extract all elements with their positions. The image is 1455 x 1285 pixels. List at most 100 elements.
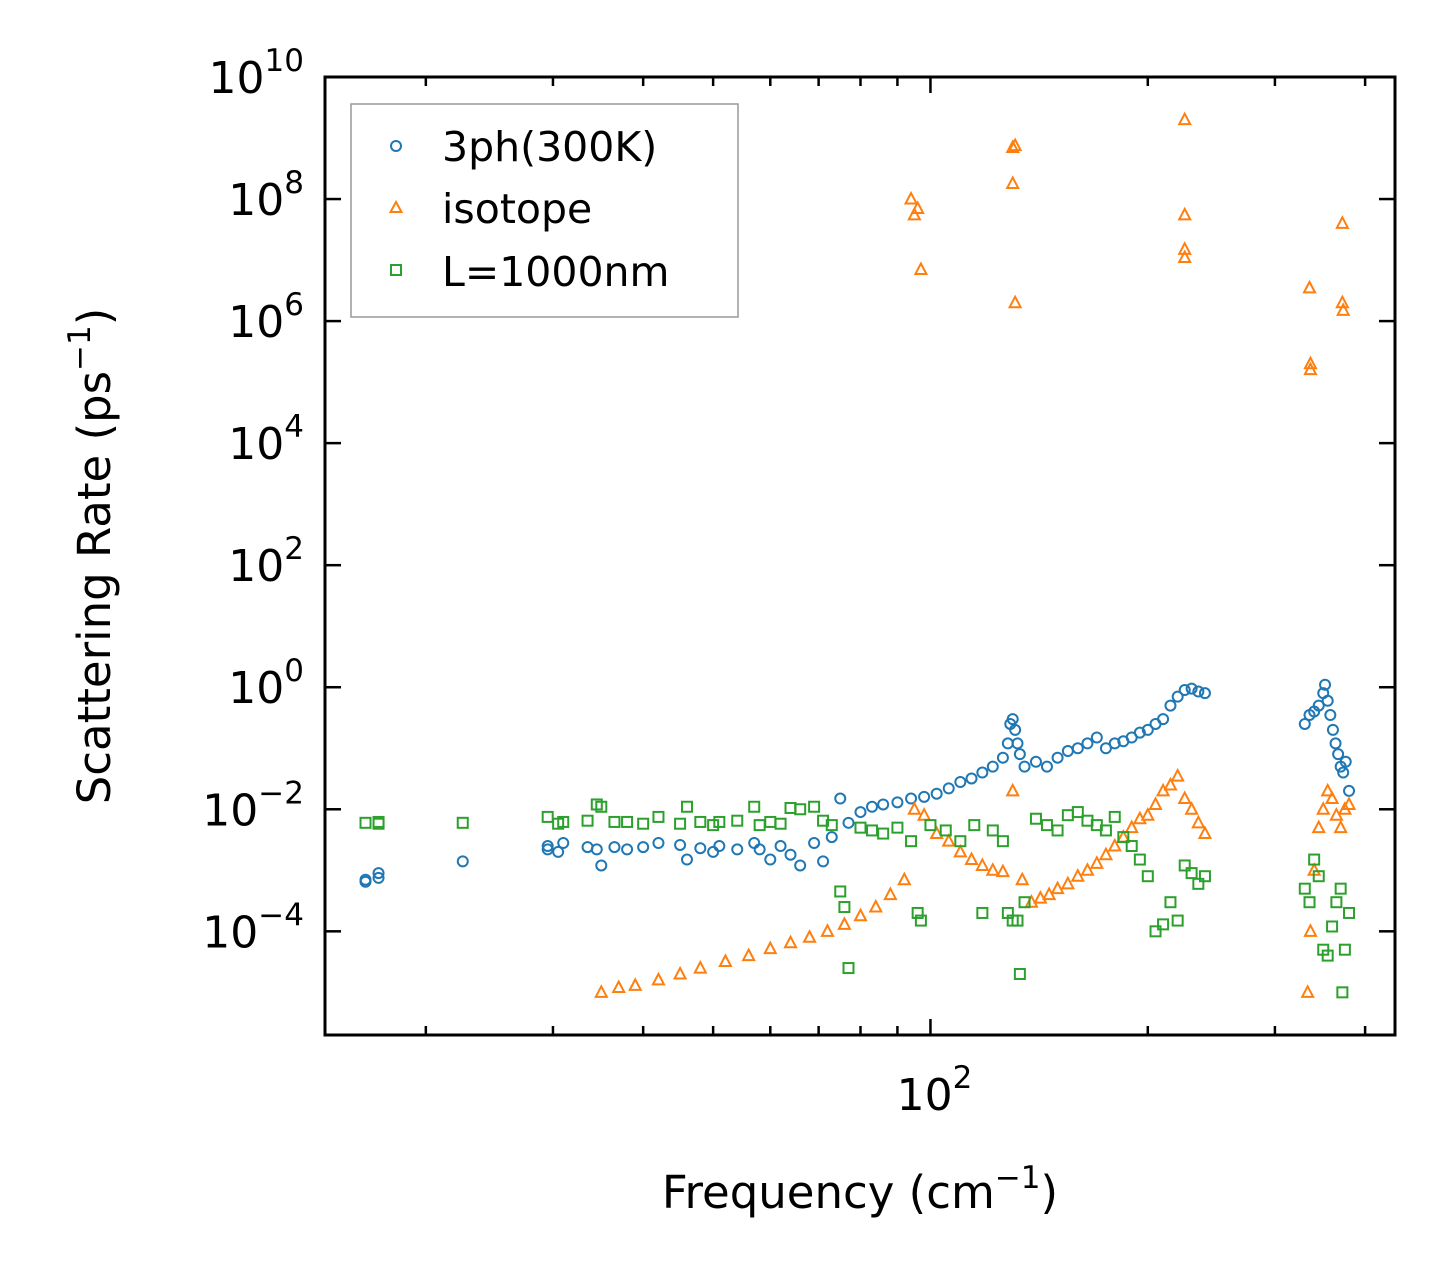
data-point: [1319, 678, 1332, 691]
data-point: [1324, 709, 1337, 722]
data-point: [916, 807, 932, 821]
data-point: [1326, 920, 1339, 933]
data-point: [1157, 713, 1170, 726]
data-point: [1157, 918, 1170, 931]
data-point: [1321, 949, 1334, 962]
data-point: [903, 190, 919, 205]
data-point: [1303, 896, 1316, 909]
data-point: [868, 898, 883, 913]
series-circle: [359, 678, 1356, 888]
data-point: [1337, 766, 1350, 779]
data-point: [1178, 859, 1191, 872]
data-point: [456, 855, 469, 868]
data-point: [1099, 824, 1112, 837]
data-point: [594, 984, 609, 998]
data-point: [731, 843, 744, 856]
data-point: [1060, 875, 1076, 890]
data-point: [1006, 713, 1019, 726]
data-point: [637, 841, 650, 854]
y-tick-label: 1010: [209, 43, 304, 104]
data-point: [1005, 175, 1020, 189]
data-point: [1177, 790, 1192, 805]
data-points: [359, 111, 1357, 999]
data-point: [1311, 819, 1326, 834]
data-point: [913, 261, 929, 276]
data-point: [1140, 807, 1155, 821]
data-point: [891, 796, 904, 809]
data-point: [1192, 685, 1205, 698]
data-point: [1141, 870, 1154, 883]
data-point: [995, 863, 1011, 878]
data-point: [1312, 870, 1325, 883]
legend-label-3ph: 3ph(300K): [442, 123, 657, 171]
legend-marker-3ph: [390, 140, 402, 152]
data-point: [1341, 796, 1357, 810]
data-point: [456, 816, 469, 829]
x-tick-label: 102: [897, 1060, 973, 1121]
data-point: [1033, 889, 1048, 904]
data-point: [764, 853, 777, 866]
data-point: [838, 901, 851, 914]
data-point: [611, 979, 626, 994]
data-point: [1312, 699, 1325, 712]
data-point: [837, 916, 852, 930]
data-point: [834, 792, 847, 805]
data-point: [1320, 782, 1335, 797]
y-axis-title: Scattering Rate (ps−1): [62, 308, 121, 805]
data-point: [1013, 748, 1026, 761]
data-point: [1108, 737, 1121, 750]
data-point: [930, 787, 943, 800]
data-point: [1198, 687, 1211, 700]
data-point: [794, 803, 807, 816]
data-point: [1170, 767, 1185, 782]
data-point: [1197, 825, 1213, 840]
data-point: [1163, 776, 1178, 791]
data-point: [1321, 694, 1334, 707]
data-point: [986, 760, 999, 773]
data-point: [707, 845, 720, 858]
data-point: [1148, 796, 1163, 810]
data-point: [694, 815, 707, 828]
data-point: [1298, 717, 1311, 730]
data-point: [1198, 870, 1211, 883]
data-point: [1334, 882, 1347, 895]
y-tick-label: 104: [228, 409, 304, 470]
y-tick-label: 10−2: [202, 775, 304, 836]
data-point: [637, 817, 650, 830]
data-point: [834, 885, 847, 898]
data-point: [866, 824, 879, 837]
data-point: [372, 867, 385, 880]
legend-marker-isotope: [388, 199, 404, 213]
data-point: [1011, 737, 1024, 750]
y-tick-label: 10−4: [202, 897, 304, 958]
data-point: [1177, 241, 1192, 255]
data-point: [1133, 726, 1146, 739]
data-point: [825, 819, 838, 832]
data-point: [883, 886, 898, 901]
x-axis-title: Frequency (cm−1): [662, 1160, 1058, 1219]
data-point: [1184, 801, 1199, 815]
data-point: [1005, 782, 1020, 797]
data-point: [1099, 742, 1112, 755]
data-point: [820, 923, 835, 937]
data-point: [1343, 906, 1356, 919]
data-point: [651, 971, 666, 986]
data-point: [359, 875, 372, 888]
data-point: [929, 825, 944, 840]
data-point: [1029, 755, 1042, 768]
data-point: [1191, 814, 1206, 829]
data-point: [953, 843, 968, 858]
data-point: [1051, 751, 1064, 764]
data-point: [817, 855, 830, 868]
data-point: [854, 806, 867, 819]
data-point: [608, 815, 621, 828]
data-point: [1029, 812, 1042, 825]
data-point: [1171, 690, 1184, 703]
data-point: [1133, 853, 1146, 866]
y-tick-label: 100: [228, 653, 304, 714]
data-point: [905, 835, 918, 848]
data-point: [842, 962, 855, 975]
y-tick-label: 108: [228, 165, 304, 226]
data-point: [1005, 139, 1020, 153]
data-point: [907, 206, 922, 221]
